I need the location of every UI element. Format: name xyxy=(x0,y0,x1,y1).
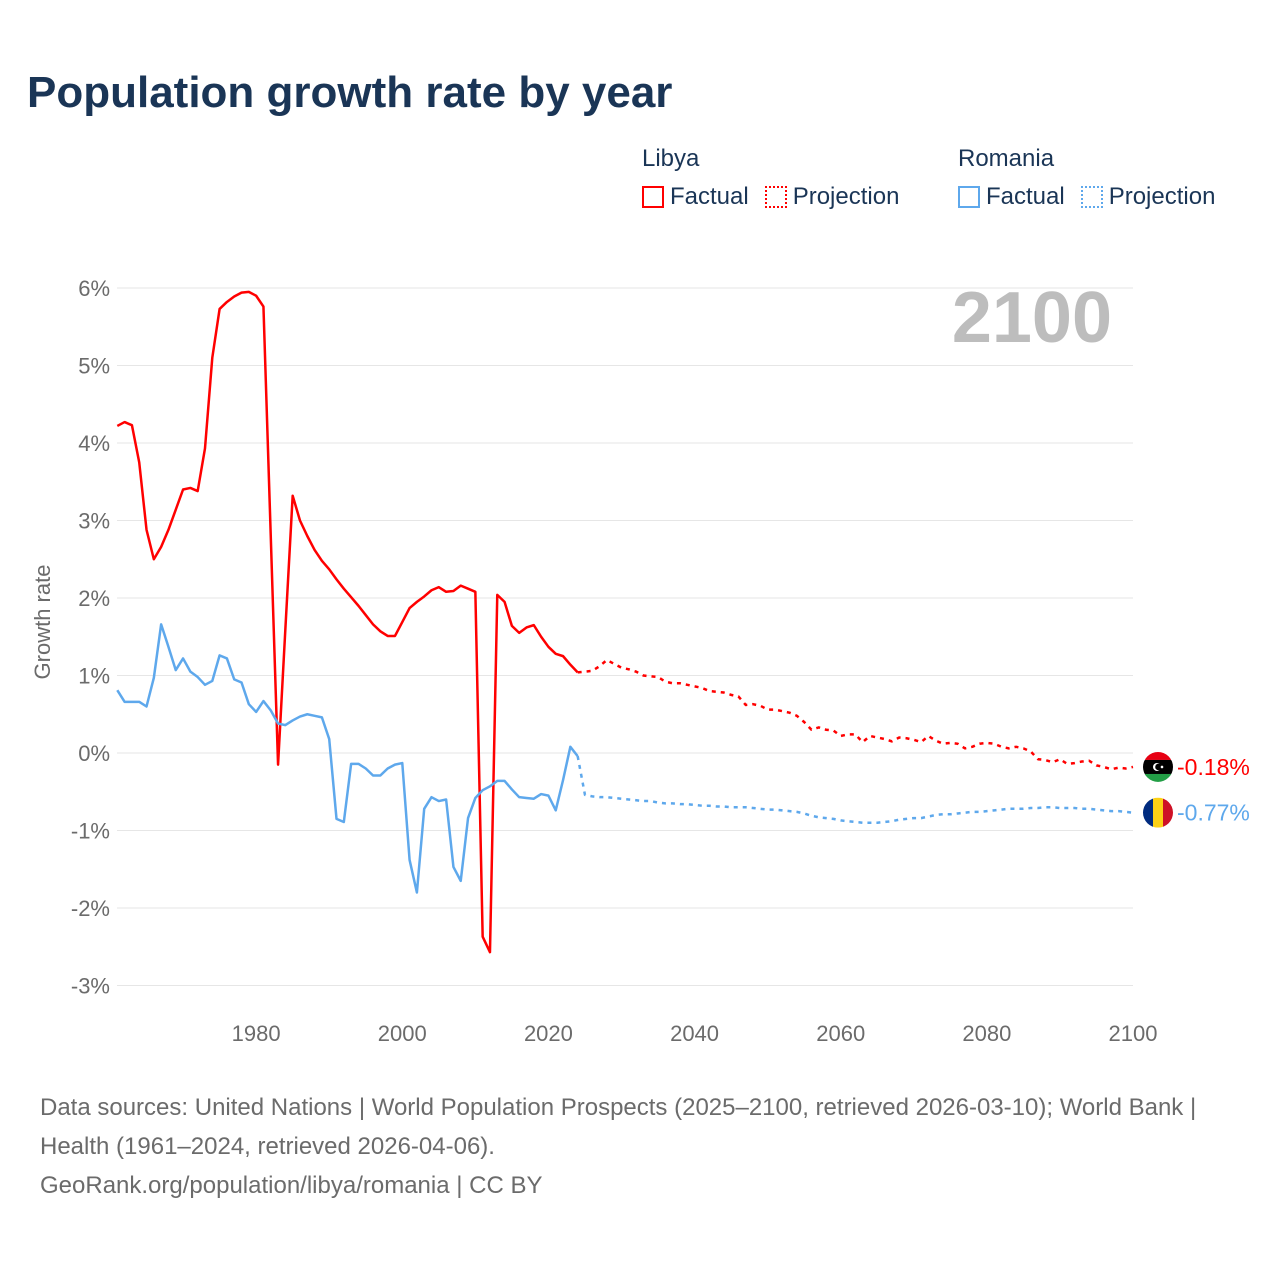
libya-end-value: -0.18% xyxy=(1177,754,1250,780)
x-tick-label: 2060 xyxy=(816,1021,865,1046)
solid-swatch-icon xyxy=(958,186,980,208)
solid-swatch-icon xyxy=(642,186,664,208)
x-tick-label: 2020 xyxy=(524,1021,573,1046)
y-tick-label: -2% xyxy=(71,896,110,921)
gridlines xyxy=(117,287,1133,986)
y-tick-label: 5% xyxy=(78,354,110,379)
legend-romania-factual[interactable]: Factual xyxy=(958,183,1065,211)
y-tick-label: 3% xyxy=(78,509,110,534)
dotted-swatch-icon xyxy=(764,186,787,208)
y-tick-label: -1% xyxy=(71,819,110,844)
legend-romania-name: Romania xyxy=(958,145,1055,172)
x-tick-label: 1980 xyxy=(232,1021,281,1046)
x-tick-label: 2080 xyxy=(962,1021,1011,1046)
legend-libya-factual[interactable]: Factual xyxy=(642,183,749,211)
legend-label: Projection xyxy=(792,183,900,210)
y-tick-label: -3% xyxy=(71,974,110,999)
romania-end-value: -0.77% xyxy=(1177,800,1250,826)
year-watermark: 2100 xyxy=(952,278,1112,358)
y-tick-label: 0% xyxy=(78,741,110,766)
data-sources: Data sources: United Nations | World Pop… xyxy=(40,1094,1197,1160)
legend-romania-projection[interactable]: Projection xyxy=(1080,183,1216,211)
y-tick-label: 4% xyxy=(78,431,110,456)
romania-factual-line xyxy=(116,623,579,894)
x-tick-label: 2100 xyxy=(1109,1021,1158,1046)
legend-label: Factual xyxy=(670,183,749,210)
legend-libya-name: Libya xyxy=(642,145,700,172)
legend-label: Factual xyxy=(986,183,1065,210)
romania-projection-line xyxy=(576,755,1134,824)
georank-link[interactable]: GeoRank.org/population/libya/romania | C… xyxy=(40,1172,543,1199)
dotted-swatch-icon xyxy=(1080,186,1103,208)
legend-label: Projection xyxy=(1108,183,1216,210)
y-tick-label: 2% xyxy=(78,586,110,611)
legend-libya-projection[interactable]: Projection xyxy=(764,183,900,211)
y-axis-label: Growth rate xyxy=(30,565,55,680)
x-tick-label: 2040 xyxy=(670,1021,719,1046)
chart-title: Population growth rate by year xyxy=(27,68,673,117)
footer: Data sources: United Nations | World Pop… xyxy=(40,1088,1240,1205)
libya-projection-line xyxy=(577,658,1134,771)
y-tick-label: 6% xyxy=(78,276,110,301)
legend-libya: Libya Factual Projection xyxy=(642,145,899,211)
x-tick-label: 2000 xyxy=(378,1021,427,1046)
libya-factual-line xyxy=(116,290,579,954)
y-tick-label: 1% xyxy=(78,664,110,689)
legend-romania: Romania Factual Projection xyxy=(958,145,1215,211)
line-chart: 2100 Growth rate 6% 5% 4% 3% 2% 1% 0% -1% -2% -3%… xyxy=(30,276,1250,1046)
libya-flag-icon xyxy=(1143,751,1173,782)
romania-flag-icon xyxy=(1143,797,1173,828)
